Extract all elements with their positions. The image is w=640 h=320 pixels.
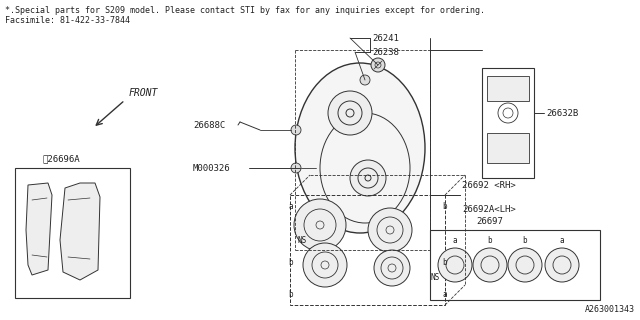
Text: A263001343: A263001343: [585, 305, 635, 314]
Text: FRONT: FRONT: [129, 88, 158, 98]
Text: a: a: [452, 236, 458, 245]
Circle shape: [374, 250, 410, 286]
Text: a: a: [443, 290, 447, 299]
Text: b: b: [289, 290, 293, 299]
Circle shape: [438, 248, 472, 282]
Circle shape: [368, 208, 412, 252]
Bar: [290, 195, 445, 305]
Text: b: b: [443, 258, 447, 267]
Text: a: a: [560, 236, 564, 245]
Bar: [15, 168, 130, 298]
Bar: [482, 68, 534, 178]
Polygon shape: [26, 183, 52, 275]
Bar: [430, 230, 600, 300]
Circle shape: [360, 75, 370, 85]
Text: b: b: [289, 258, 293, 267]
Text: 26692 <RH>: 26692 <RH>: [462, 181, 516, 190]
Bar: [487, 133, 529, 163]
Polygon shape: [60, 183, 100, 280]
Text: *.Special parts for S209 model. Please contact STI by fax for any inquiries exce: *.Special parts for S209 model. Please c…: [5, 6, 485, 15]
Circle shape: [303, 243, 347, 287]
Text: b: b: [488, 236, 492, 245]
Text: 26688C: 26688C: [193, 121, 225, 130]
Circle shape: [328, 91, 372, 135]
Bar: [487, 76, 529, 101]
Text: a: a: [289, 202, 293, 211]
Circle shape: [294, 199, 346, 251]
Text: M000326: M000326: [193, 164, 230, 172]
Text: 26241: 26241: [372, 34, 399, 43]
Ellipse shape: [295, 63, 425, 233]
Text: 26697: 26697: [477, 217, 504, 226]
Circle shape: [291, 163, 301, 173]
Text: Facsimile: 81-422-33-7844: Facsimile: 81-422-33-7844: [5, 16, 130, 25]
Text: NS: NS: [297, 236, 307, 244]
Text: ※26696A: ※26696A: [42, 154, 79, 163]
Circle shape: [350, 160, 386, 196]
Text: b: b: [523, 236, 527, 245]
Text: b: b: [443, 202, 447, 211]
Text: NS: NS: [430, 274, 439, 283]
Circle shape: [291, 125, 301, 135]
Text: 26632B: 26632B: [546, 108, 579, 117]
Circle shape: [508, 248, 542, 282]
Circle shape: [545, 248, 579, 282]
Circle shape: [473, 248, 507, 282]
Text: 26692A<LH>: 26692A<LH>: [462, 205, 516, 214]
Circle shape: [371, 58, 385, 72]
Text: 26238: 26238: [372, 47, 399, 57]
